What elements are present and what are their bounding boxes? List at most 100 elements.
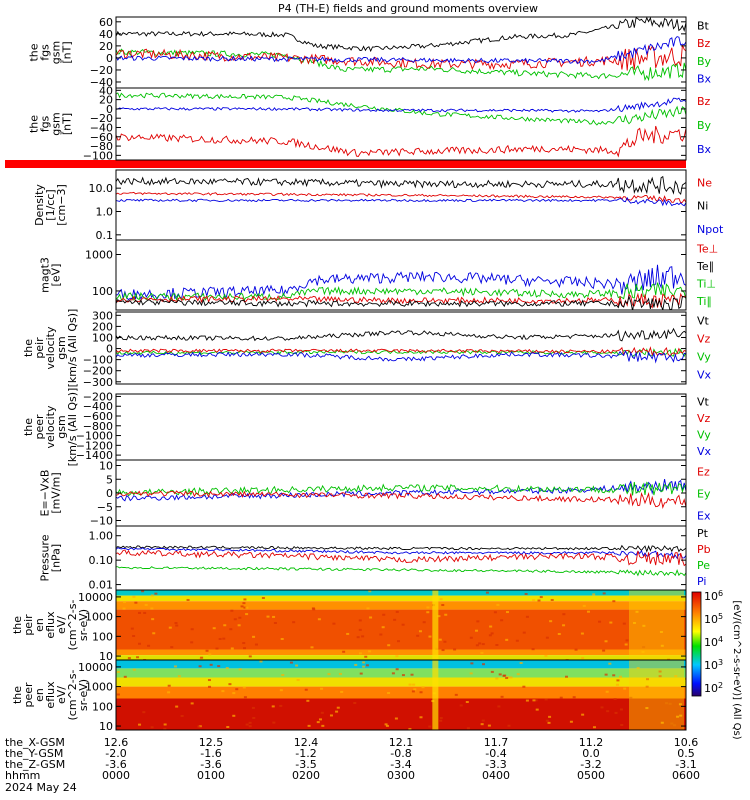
y-tick-label: 1.00 [89,530,114,543]
spectrogram-cell [606,710,610,713]
y-tick-label: 10000 [78,661,113,674]
legend-entry: By [697,55,712,68]
y-tick-label: 20 [99,94,113,107]
y-tick-label: −40 [90,76,113,89]
y-tick-label: 10 [99,650,113,663]
spectrogram-band [116,595,686,602]
spectrogram-cell [150,594,154,597]
date-label: 2024 May 24 [5,781,77,794]
legend-entry: Pe [697,559,710,572]
spectrogram-cell [646,678,650,681]
y-axis-label: [km/s (All Qs)] [66,388,79,467]
spectrogram-cell [489,625,493,628]
spectrogram-cell [243,606,247,609]
x-tick-label: -3.5 [295,758,316,771]
spectrogram-cell [237,624,241,627]
y-axis-label: velocity [44,405,57,448]
spectrogram-cell [138,723,142,726]
series-line-fgs_gsm-1 [116,48,686,82]
spectrogram-cell [354,663,358,666]
spectrogram-cell [310,646,314,649]
legend-entry: By [697,119,712,132]
spectrogram-cell [490,632,494,635]
spectrogram-cell [620,724,624,727]
y-axis-label: [km/s (All Qs)] [66,309,79,388]
spectrogram-cell [359,672,363,675]
x-tick-label: -3.2 [580,758,601,771]
y-tick-label: −100 [83,354,113,367]
x-tick-label: 0000 [102,769,130,782]
spectrogram-cell [143,611,147,614]
spectrogram-cell [152,632,156,635]
spectrogram-cell [437,615,441,618]
spectrogram-cell [572,696,576,699]
spectrogram-cell [387,644,391,647]
legend-entry: Bx [697,73,712,86]
panel-frame [115,16,687,89]
spectrogram-cell [416,634,420,637]
spectrogram-cell [272,615,276,618]
spectrogram-cell [459,704,463,707]
y-tick-label: 100 [92,700,113,713]
spectrogram-cell [180,714,184,717]
spectrogram-cell [238,616,242,619]
legend-entry: Pi [697,575,706,588]
spectrogram-cell [544,698,548,701]
spectrogram-band [116,601,686,610]
spectrogram-cell [336,706,340,709]
legend-entry: Ex [697,509,711,522]
x-tick-label: 10.6 [674,736,699,749]
spectrogram-cell [116,670,120,673]
x-axis: the_X-GSM 12.6 12.5 12.4 12.1 11.7 11.2 10.6 the… [5,736,700,782]
spectrogram-cell [230,609,234,612]
spectrogram-cell [623,687,627,690]
spectrogram-cell [261,596,265,599]
spectrogram-cell [132,668,136,671]
spectrogram-cell [524,593,528,596]
x-row-label: the_X-GSM [5,736,65,749]
spectrogram-cell [242,642,246,645]
spectrogram-cell [605,690,609,693]
spectrogram-band [116,686,686,699]
legend-entry: Bz [697,37,711,50]
x-tick-label: -0.4 [485,747,506,760]
series-line-temperature-2 [116,292,686,309]
spectrogram-cell [428,635,432,638]
legend-entry: Vx [697,369,712,382]
y-tick-label: 200 [92,320,113,333]
spectrogram-cell [443,640,447,643]
spectrogram-cell [382,613,386,616]
spectrogram-cell [358,619,362,622]
y-tick-label: 20 [99,40,113,53]
spectrogram-cell [232,692,236,695]
y-tick-label: −400 [83,400,113,413]
spectrogram-cell [574,648,578,651]
spectrogram-cell [273,622,277,625]
spectrogram-cell [279,689,283,692]
spectrogram-cell [332,622,336,625]
spectrogram-cell [215,647,219,650]
spectrogram-cell [600,706,604,709]
series-line-temperature-1 [116,282,686,302]
spectrogram-band [116,609,686,650]
spectrogram-cell [615,683,619,686]
legend-entry: Pb [697,543,711,556]
spectrogram-cell [248,725,252,728]
spectrogram-cell [232,714,236,717]
spectrogram-cell [625,639,629,642]
spectrogram-cell [248,721,252,724]
spectrogram-cell [168,626,172,629]
spectrogram-cell [495,677,499,680]
spectrogram-cell [226,726,230,729]
spectrogram-cell [342,650,346,653]
spectrogram-cell [674,675,678,678]
spectrogram-cell [381,626,385,629]
y-tick-label: −1200 [76,439,113,452]
spectrogram-cell [428,725,432,728]
spectrogram-cell [500,619,504,622]
series-line-fgs_gsm_neg-0 [116,92,686,126]
spectrogram-cell [439,717,443,720]
spectrogram-cell [602,649,606,652]
series-line-efield-2 [116,490,686,510]
